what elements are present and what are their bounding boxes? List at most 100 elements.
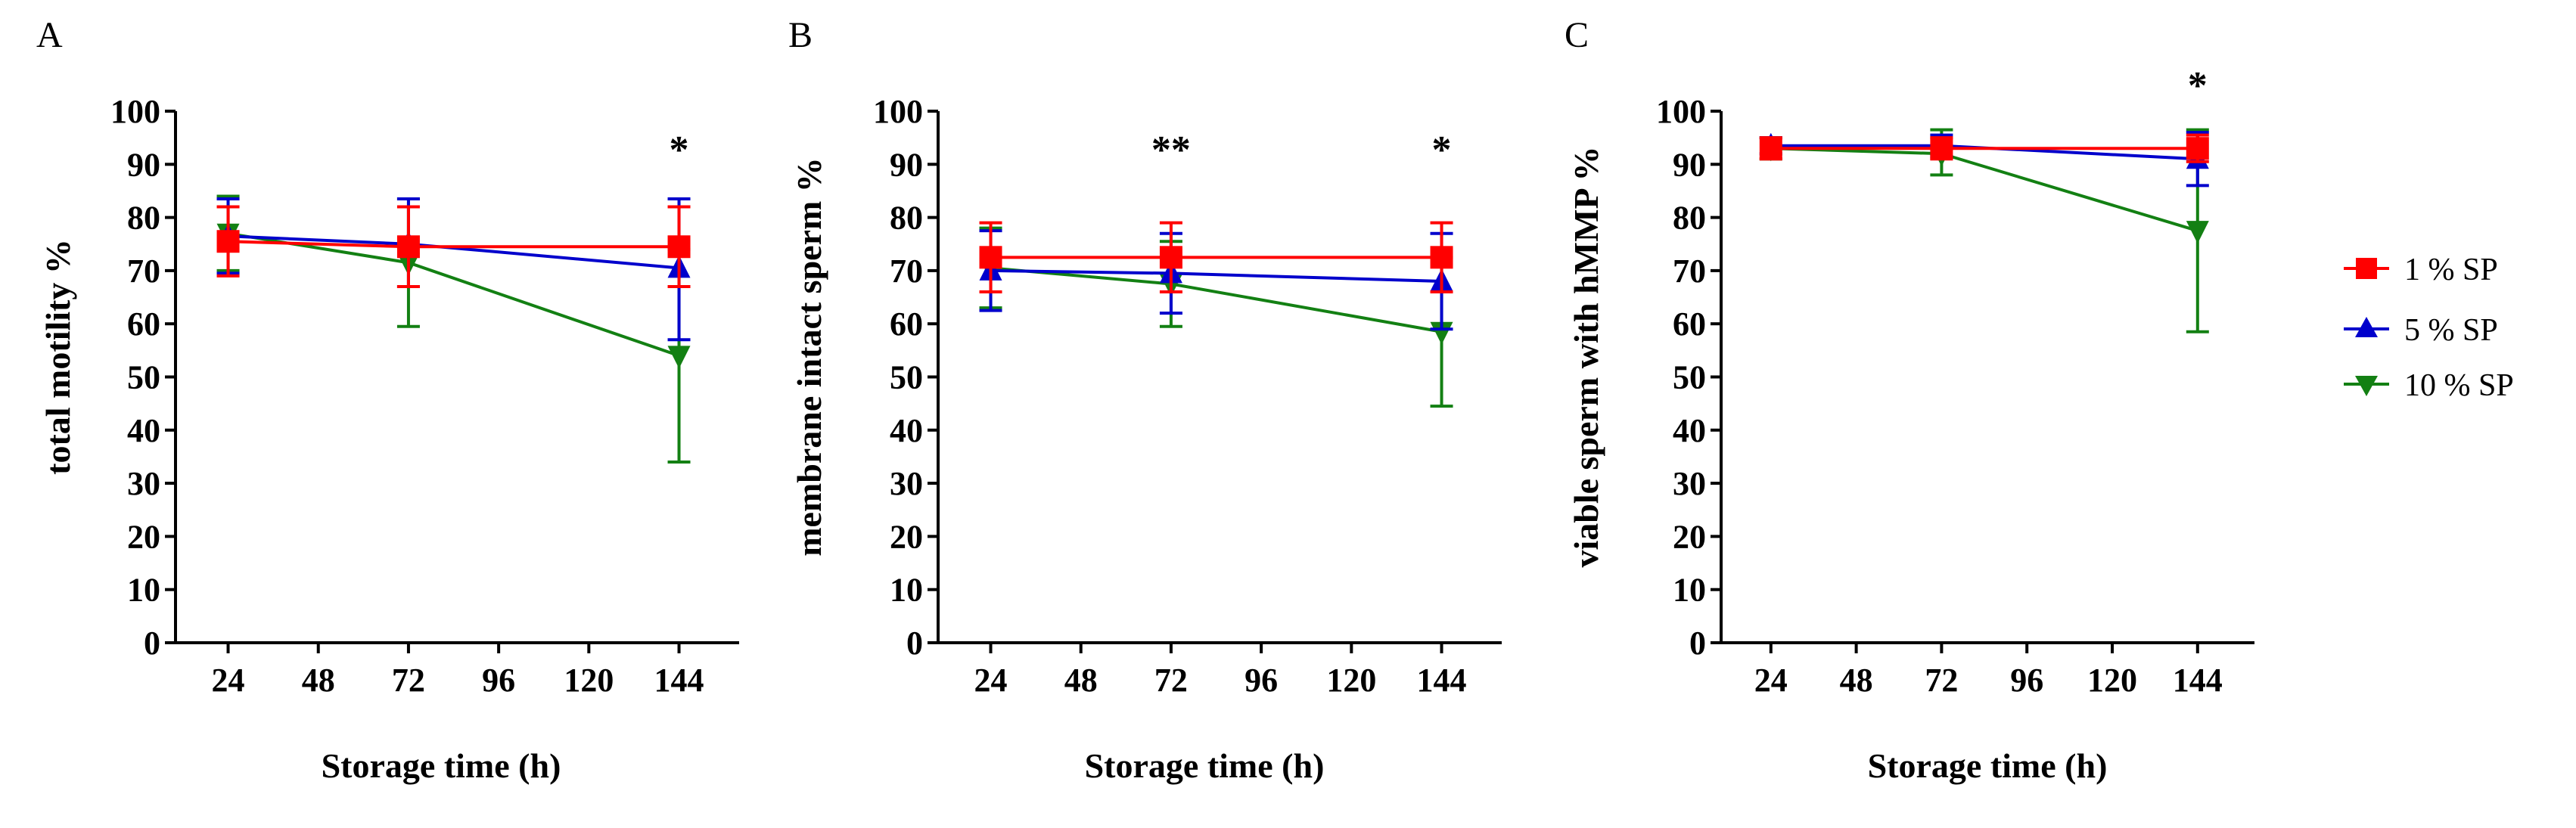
panel-b-series-1-point xyxy=(1159,246,1182,269)
panel-b-x-tick-label: 120 xyxy=(1326,662,1376,699)
panel-b-significance-mark: * xyxy=(1432,129,1452,172)
panel-b-series-2-line xyxy=(990,268,1442,283)
panel-b-x-tick-label: 24 xyxy=(974,662,1008,699)
panel-c-series-1-point xyxy=(1759,137,1782,160)
panel-b-ylabel: membrane intact sperm % xyxy=(790,157,828,557)
panel-a-series-2-line xyxy=(228,234,679,270)
legend-label-3: 10 % SP xyxy=(2404,368,2514,403)
panel-a-y-tick-label: 0 xyxy=(144,625,160,662)
panel-b: B membrane intact sperm % Storage time (… xyxy=(788,15,1502,785)
panel-c-series-2 xyxy=(1759,131,2209,188)
panel-c-letter: C xyxy=(1565,15,1589,55)
panel-b-y-tick-label: 30 xyxy=(890,465,923,502)
panel-a-xlabel: Storage time (h) xyxy=(322,746,561,785)
panel-b-y-tick-label: 0 xyxy=(906,625,923,662)
panel-a-y-tick-label: 80 xyxy=(127,200,160,237)
panel-c-series-3 xyxy=(1759,128,2209,333)
panel-a-y-tick-label: 40 xyxy=(127,412,160,449)
panel-c-y-tick-label: 80 xyxy=(1673,200,1706,237)
panel-c-y-tick-label: 70 xyxy=(1673,253,1706,290)
panel-b-y-tick-label: 100 xyxy=(873,93,923,130)
panel-c-series-3-point xyxy=(2186,221,2209,244)
legend: 1 % SP 5 % SP 10 % SP xyxy=(2344,253,2514,403)
panel-c-x-tick-label: 24 xyxy=(1754,662,1788,699)
panel-a-series-3 xyxy=(216,194,691,464)
legend-item-1: 1 % SP xyxy=(2344,253,2498,287)
legend-marker-3 xyxy=(2355,376,2378,396)
panel-a-plot: 0 10 20 30 40 50 60 70 80 90 100 24 48 72 96 120 144 * xyxy=(110,93,739,699)
panel-b-series-3 xyxy=(979,226,1453,408)
legend-item-2: 5 % SP xyxy=(2344,313,2498,348)
panel-b-x-tick-label: 96 xyxy=(1244,662,1278,699)
panel-c-x-tick-label: 120 xyxy=(2087,662,2137,699)
panel-c-y-tick-label: 20 xyxy=(1673,518,1706,555)
panel-a-series-1 xyxy=(216,205,691,288)
panel-a-x-tick-label: 24 xyxy=(212,662,245,699)
panel-c: C viable sperm with hMMP % Storage time … xyxy=(1565,15,2254,785)
panel-a-series-2 xyxy=(216,197,691,342)
panel-a-series-1-point xyxy=(396,235,420,259)
panel-b-series-2 xyxy=(979,229,1453,331)
panel-b-y-tick-label: 10 xyxy=(890,572,923,609)
panel-b-series-1 xyxy=(979,221,1453,294)
panel-a-y-tick-label: 100 xyxy=(110,93,160,130)
panel-c-y-tick-label: 0 xyxy=(1689,625,1706,662)
panel-b-letter: B xyxy=(788,15,813,55)
panel-b-y-tick-label: 60 xyxy=(890,305,923,343)
panel-a-x-tick-label: 96 xyxy=(482,662,515,699)
panel-c-y-tick-label: 90 xyxy=(1673,146,1706,183)
legend-label-2: 5 % SP xyxy=(2404,313,2498,348)
panel-a-y-tick-label: 20 xyxy=(127,518,160,555)
panel-a-y-tick-label: 60 xyxy=(127,305,160,343)
panel-b-significance-mark: ** xyxy=(1151,129,1191,172)
panel-a-y-tick-label: 30 xyxy=(127,465,160,502)
panel-c-plot: 0 10 20 30 40 50 60 70 80 90 100 24 48 72 96 120 144 * xyxy=(1656,64,2254,699)
panel-b-y-tick-label: 20 xyxy=(890,518,923,555)
panel-b-x-tick-label: 144 xyxy=(1417,662,1467,699)
panel-a-series-1-point xyxy=(216,230,240,253)
panel-a-y-tick-label: 90 xyxy=(127,146,160,183)
panel-c-y-tick-label: 10 xyxy=(1673,572,1706,609)
legend-item-3: 10 % SP xyxy=(2344,368,2514,403)
panel-b-x-tick-label: 48 xyxy=(1064,662,1098,699)
panel-a-series-1-point xyxy=(667,235,691,259)
panel-b-series-3-line xyxy=(990,266,1442,333)
panel-c-series-3-line xyxy=(1770,147,2198,233)
panel-b-y-tick-label: 50 xyxy=(890,359,923,396)
panel-c-y-tick-label: 30 xyxy=(1673,465,1706,502)
panel-a: A total motility % Storage time (h) 0 10 2… xyxy=(36,15,739,785)
panel-b-series-1-point xyxy=(1430,246,1453,269)
panel-b-y-tick-label: 80 xyxy=(890,200,923,237)
panel-b-xlabel: Storage time (h) xyxy=(1085,746,1325,785)
legend-marker-2 xyxy=(2355,317,2378,337)
panel-a-y-tick-label: 70 xyxy=(127,253,160,290)
panel-a-series-3-line xyxy=(228,231,680,358)
panel-c-y-tick-label: 50 xyxy=(1673,359,1706,396)
panel-a-x-tick-label: 144 xyxy=(654,662,704,699)
panel-a-ylabel: total motility % xyxy=(39,239,77,475)
panel-b-x-tick-label: 72 xyxy=(1154,662,1188,699)
panel-c-significance-mark: * xyxy=(2188,64,2208,107)
panel-a-y-tick-label: 10 xyxy=(127,572,160,609)
panel-c-x-tick-label: 72 xyxy=(1925,662,1958,699)
panel-c-y-tick-label: 40 xyxy=(1673,412,1706,449)
panel-b-series-1-point xyxy=(979,246,1002,269)
legend-marker-1 xyxy=(2356,258,2377,279)
panel-b-y-tick-label: 40 xyxy=(890,412,923,449)
panel-c-x-tick-label: 48 xyxy=(1840,662,1873,699)
panel-a-x-tick-label: 120 xyxy=(564,662,614,699)
panel-a-series-3-point xyxy=(667,346,691,369)
legend-label-1: 1 % SP xyxy=(2404,253,2498,287)
panel-a-letter: A xyxy=(36,15,63,55)
panel-a-x-tick-label: 72 xyxy=(392,662,425,699)
panel-c-series-1-point xyxy=(2186,137,2209,160)
panel-c-ylabel: viable sperm with hMMP % xyxy=(1567,146,1605,567)
panel-c-x-tick-label: 96 xyxy=(2010,662,2043,699)
panel-c-xlabel: Storage time (h) xyxy=(1868,746,2108,785)
panel-c-x-tick-label: 144 xyxy=(2173,662,2223,699)
panel-c-y-tick-label: 100 xyxy=(1656,93,1706,130)
panel-c-series-1 xyxy=(1759,133,2209,163)
panel-b-y-tick-label: 70 xyxy=(890,253,923,290)
